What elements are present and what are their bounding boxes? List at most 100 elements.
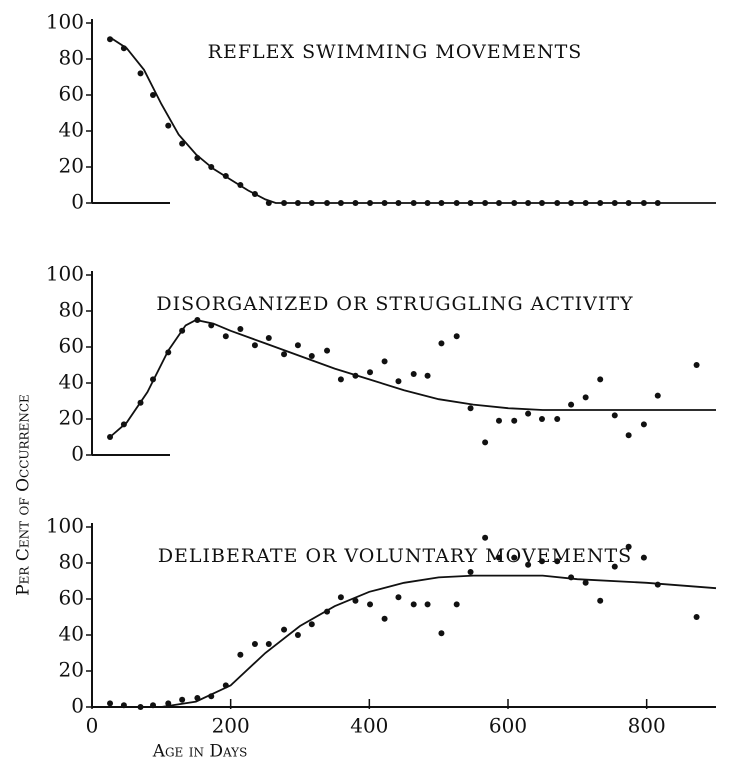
data-point xyxy=(424,372,431,379)
data-point xyxy=(410,601,417,608)
data-point xyxy=(150,376,157,383)
y-tick-label: 40 xyxy=(59,118,84,142)
data-point xyxy=(395,378,402,385)
data-point xyxy=(222,173,229,179)
data-point xyxy=(395,200,402,206)
data-point xyxy=(453,333,460,340)
data-point xyxy=(208,164,215,170)
data-point xyxy=(597,597,604,604)
data-point xyxy=(582,394,589,401)
data-point xyxy=(107,36,114,43)
data-point xyxy=(640,200,647,206)
y-tick-label: 80 xyxy=(59,46,84,70)
fit-curve xyxy=(110,574,717,708)
y-tick-label: 60 xyxy=(59,586,84,610)
y-tick-label: 40 xyxy=(59,622,84,646)
data-point xyxy=(693,362,700,368)
fit-curve xyxy=(109,36,716,204)
data-point xyxy=(554,558,561,565)
y-tick-label: 0 xyxy=(71,694,84,718)
panel-title: DELIBERATE OR VOLUNTARY MOVEMENTS xyxy=(158,545,632,567)
x-tick-label: 600 xyxy=(489,714,527,738)
data-point xyxy=(237,326,244,332)
data-point xyxy=(352,372,359,379)
data-point xyxy=(165,349,172,356)
data-point xyxy=(367,601,374,608)
fit-curve xyxy=(109,319,716,438)
data-point xyxy=(568,574,575,581)
data-point xyxy=(179,327,186,334)
data-point xyxy=(237,651,244,658)
y-tick-label: 20 xyxy=(59,154,84,178)
y-tick-label: 100 xyxy=(46,10,84,34)
data-point xyxy=(654,392,661,399)
data-point xyxy=(324,200,331,206)
data-point xyxy=(308,200,315,206)
data-point xyxy=(654,581,661,588)
data-point xyxy=(265,641,272,647)
data-point xyxy=(367,200,374,206)
data-point xyxy=(337,594,344,601)
y-tick-label: 20 xyxy=(59,406,84,430)
data-point xyxy=(611,412,618,419)
data-point xyxy=(367,369,374,376)
data-point xyxy=(625,543,632,550)
data-point xyxy=(337,376,344,383)
x-tick-label: 0 xyxy=(86,714,99,738)
data-point xyxy=(597,200,604,206)
data-point xyxy=(410,371,417,377)
data-point xyxy=(324,347,331,354)
data-point xyxy=(352,200,359,206)
data-point xyxy=(265,200,272,206)
data-point xyxy=(222,682,229,689)
data-point xyxy=(251,641,258,647)
data-point xyxy=(265,335,272,341)
x-axis-label: Age in Days xyxy=(152,742,248,762)
data-point xyxy=(511,554,518,561)
data-point xyxy=(294,200,301,206)
data-point xyxy=(137,399,144,406)
data-point xyxy=(438,200,445,206)
data-point xyxy=(165,700,172,707)
data-point xyxy=(381,615,388,622)
data-point xyxy=(281,626,288,633)
data-point xyxy=(137,70,144,77)
data-point xyxy=(281,351,288,358)
data-point xyxy=(538,416,545,422)
data-point xyxy=(640,554,647,561)
data-point xyxy=(150,92,157,98)
data-point xyxy=(511,417,518,424)
data-point xyxy=(395,594,402,601)
data-point xyxy=(438,630,445,637)
data-point xyxy=(538,558,545,565)
data-point xyxy=(251,191,258,197)
data-point xyxy=(525,561,532,568)
data-point xyxy=(194,155,201,161)
data-point xyxy=(381,200,388,206)
data-point xyxy=(308,621,315,628)
data-point xyxy=(625,432,632,439)
x-tick-label: 800 xyxy=(628,714,666,738)
data-point xyxy=(525,200,532,206)
data-point xyxy=(150,702,157,709)
data-point xyxy=(424,200,431,206)
data-point xyxy=(467,405,474,412)
data-point xyxy=(467,569,474,575)
data-point xyxy=(107,700,114,707)
data-point xyxy=(222,333,229,340)
data-point xyxy=(324,608,331,615)
data-point xyxy=(381,358,388,365)
data-point xyxy=(107,434,114,440)
y-tick-label: 60 xyxy=(59,82,84,106)
data-point xyxy=(179,140,186,147)
data-point xyxy=(495,200,502,206)
data-point xyxy=(495,417,502,424)
x-tick-label: 200 xyxy=(212,714,250,738)
data-point xyxy=(625,200,632,206)
data-point xyxy=(482,200,489,206)
data-point xyxy=(693,614,700,620)
data-point xyxy=(611,200,618,206)
data-point xyxy=(640,421,647,428)
data-point xyxy=(165,122,172,129)
data-point xyxy=(308,353,315,359)
